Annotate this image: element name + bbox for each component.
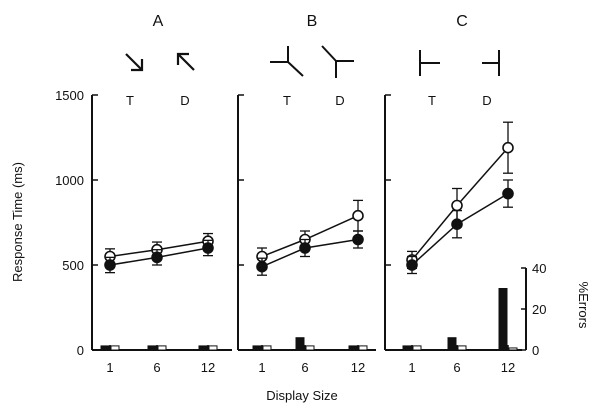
error-bar-open: [208, 345, 218, 351]
y-tick-label: 0: [77, 343, 84, 358]
tee-rotated-left-icon: [419, 50, 440, 76]
y-axis-label: Response Time (ms): [10, 162, 25, 282]
error-bar-open: [508, 347, 518, 351]
x-tick-label: 12: [201, 360, 215, 375]
tee-rotated-right-icon: [482, 50, 500, 76]
data-point-filled-circle: [151, 251, 163, 264]
arrow-down-right-icon: [125, 53, 144, 72]
error-bar-filled: [498, 288, 508, 351]
data-point-filled-circle: [104, 259, 116, 271]
x-tick-label: 6: [301, 360, 308, 375]
x-tick-label: 12: [501, 360, 515, 375]
distractor-label-c: D: [482, 93, 491, 108]
error-bar-open: [305, 345, 315, 351]
error-bar-filled: [348, 345, 358, 351]
error-bar-open: [457, 345, 467, 351]
target-label-b: T: [283, 93, 291, 108]
error-bar-filled: [147, 345, 157, 351]
panel-title-b: B: [307, 13, 318, 30]
error-bar-open: [358, 345, 368, 351]
distractor-label-a: D: [180, 93, 189, 108]
x-tick-label: 12: [351, 360, 365, 375]
error-bar-filled: [252, 345, 262, 351]
data-point-filled-circle: [202, 242, 214, 254]
x-axis-label: Display Size: [266, 388, 338, 403]
x-tick-label: 6: [453, 360, 460, 375]
data-point-open-circle: [451, 199, 463, 212]
y2-axis-label: %Errors: [576, 282, 590, 329]
series-line-filled-circle: [261, 238, 359, 268]
error-bar-open: [110, 345, 120, 351]
target-label-a: T: [126, 93, 134, 108]
x-tick-label: 1: [106, 360, 113, 375]
x-tick-label: 6: [153, 360, 160, 375]
error-bar-filled: [198, 345, 208, 351]
data-point-filled-circle: [406, 259, 418, 271]
error-bar-filled: [402, 345, 412, 351]
y2-tick-label: 20: [532, 302, 546, 317]
target-label-c: T: [428, 93, 436, 108]
y2-tick-label: 0: [532, 343, 539, 358]
error-bar-open: [262, 345, 272, 351]
data-point-filled-circle: [256, 260, 268, 273]
data-point-filled-circle: [352, 233, 364, 246]
panel-title-c: C: [456, 13, 468, 30]
error-bar-open: [157, 345, 167, 351]
data-point-filled-circle: [502, 187, 514, 200]
data-point-filled-circle: [451, 218, 463, 230]
y-junction-rotated-left-icon: [270, 46, 304, 77]
y2-tick-label: 40: [532, 261, 546, 276]
panel-title-a: A: [153, 13, 164, 30]
y-junction-rotated-right-icon: [321, 45, 354, 78]
data-point-filled-circle: [299, 242, 311, 254]
error-bar-filled: [447, 337, 457, 351]
arrow-up-left-icon: [176, 52, 195, 71]
error-bar-filled: [100, 345, 110, 351]
x-tick-label: 1: [408, 360, 415, 375]
error-bar-filled: [295, 337, 305, 351]
error-bar-open: [412, 345, 422, 351]
data-point-open-circle: [352, 209, 364, 222]
y-tick-label: 1000: [55, 173, 84, 188]
distractor-label-b: D: [335, 93, 344, 108]
data-point-open-circle: [502, 141, 514, 154]
y-tick-label: 1500: [55, 88, 84, 103]
x-tick-label: 1: [258, 360, 265, 375]
y-tick-label: 500: [62, 258, 84, 273]
